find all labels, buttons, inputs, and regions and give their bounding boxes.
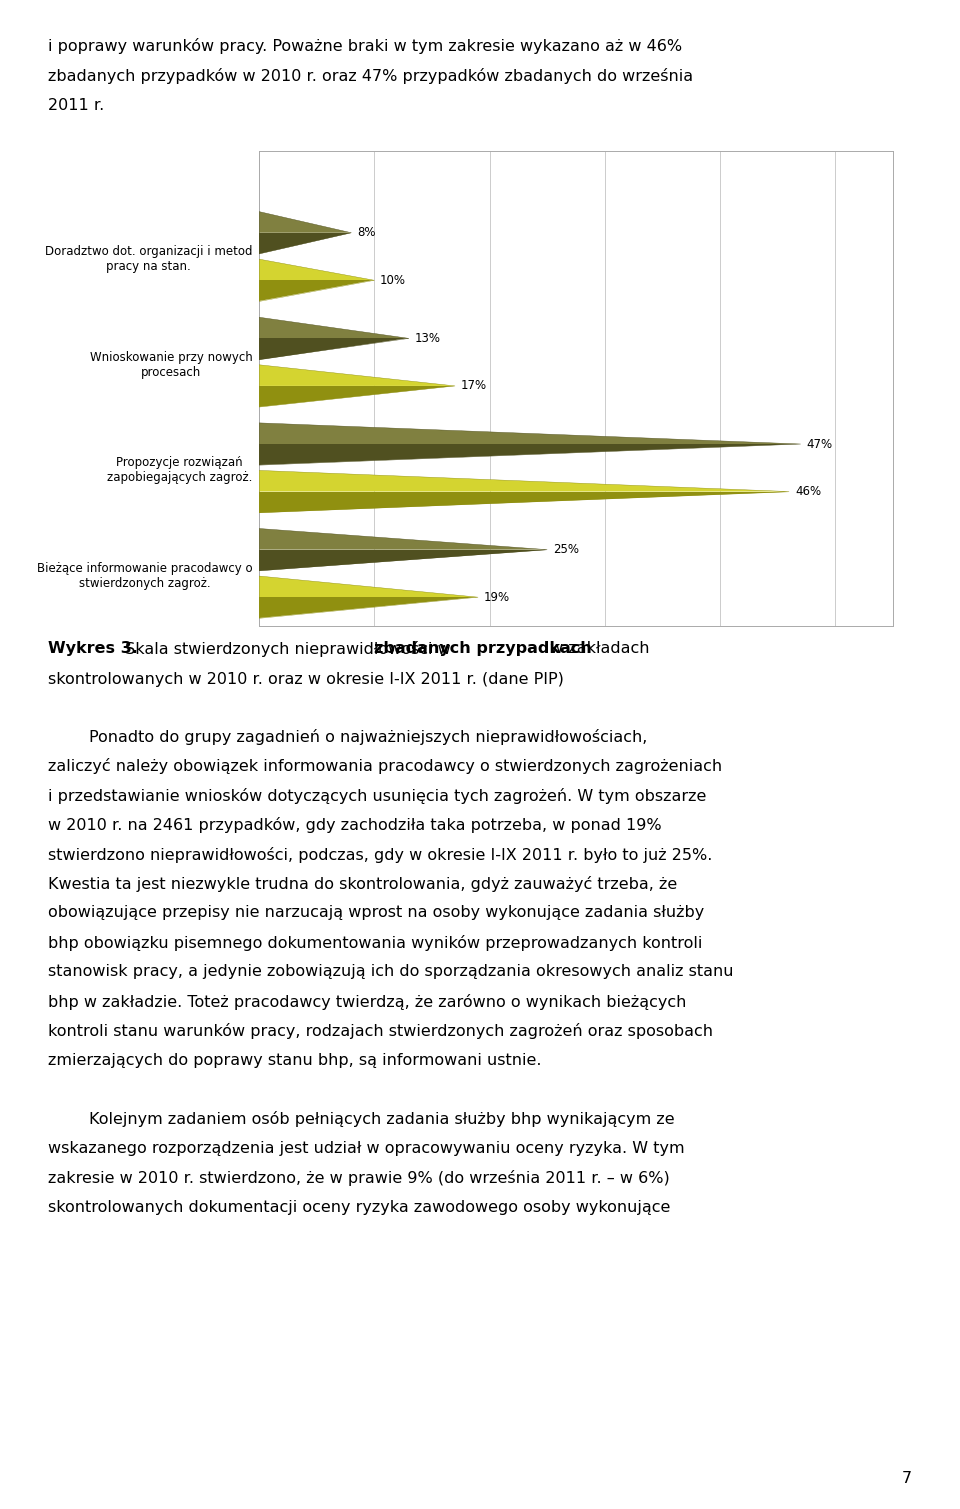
Text: 25%: 25%: [553, 543, 579, 557]
Polygon shape: [259, 492, 789, 513]
Polygon shape: [259, 386, 455, 407]
Text: i przedstawianie wniosków dotyczących usunięcia tych zagrożeń. W tym obszarze: i przedstawianie wniosków dotyczących us…: [48, 788, 707, 804]
Text: stanowisk pracy, a jedynie zobowiązują ich do sporządzania okresowych analiz sta: stanowisk pracy, a jedynie zobowiązują i…: [48, 964, 733, 979]
Text: zbadanych przypadków w 2010 r. oraz 47% przypadków zbadanych do września: zbadanych przypadków w 2010 r. oraz 47% …: [48, 68, 693, 85]
Polygon shape: [259, 444, 801, 465]
Text: zakresie w 2010 r. stwierdzono, że w prawie 9% (do września 2011 r. – w 6%): zakresie w 2010 r. stwierdzono, że w pra…: [48, 1171, 670, 1186]
Text: 46%: 46%: [795, 484, 821, 498]
Text: 47%: 47%: [806, 438, 832, 451]
Text: Wykres 3.: Wykres 3.: [48, 641, 138, 656]
Polygon shape: [259, 471, 789, 492]
Text: obowiązujące przepisy nie narzucają wprost na osoby wykonujące zadania służby: obowiązujące przepisy nie narzucają wpro…: [48, 905, 705, 920]
Text: 7: 7: [901, 1471, 912, 1486]
Polygon shape: [259, 549, 547, 570]
Text: bhp obowiązku pisemnego dokumentowania wyników przeprowadzanych kontroli: bhp obowiązku pisemnego dokumentowania w…: [48, 936, 703, 951]
Polygon shape: [259, 528, 547, 549]
Polygon shape: [259, 232, 351, 254]
Text: skontrolowanych dokumentacji oceny ryzyka zawodowego osoby wykonujące: skontrolowanych dokumentacji oceny ryzyk…: [48, 1200, 670, 1215]
Text: Ponadto do grupy zagadnień o najważniejszych nieprawidłowościach,: Ponadto do grupy zagadnień o najważniejs…: [48, 729, 647, 745]
Polygon shape: [259, 365, 455, 386]
Text: zaliczyć należy obowiązek informowania pracodawcy o stwierdzonych zagrożeniach: zaliczyć należy obowiązek informowania p…: [48, 759, 722, 774]
Text: 17%: 17%: [461, 379, 487, 392]
Polygon shape: [259, 211, 351, 232]
Text: w zakładach: w zakładach: [545, 641, 650, 656]
Text: i poprawy warunków pracy. Poważne braki w tym zakresie wykazano aż w 46%: i poprawy warunków pracy. Poważne braki …: [48, 38, 683, 54]
Text: 8%: 8%: [357, 226, 375, 240]
Polygon shape: [259, 576, 478, 598]
Polygon shape: [259, 317, 409, 338]
Polygon shape: [259, 598, 478, 619]
Text: Kolejnym zadaniem osób pełniących zadania służby bhp wynikającym ze: Kolejnym zadaniem osób pełniących zadani…: [48, 1112, 675, 1127]
Text: skontrolowanych w 2010 r. oraz w okresie I-IX 2011 r. (dane PIP): skontrolowanych w 2010 r. oraz w okresie…: [48, 672, 564, 687]
Text: Kwestia ta jest niezwykle trudna do skontrolowania, gdyż zauważyć trzeba, że: Kwestia ta jest niezwykle trudna do skon…: [48, 875, 677, 892]
Text: 13%: 13%: [415, 332, 441, 346]
Text: 2011 r.: 2011 r.: [48, 98, 105, 113]
Text: Skala stwierdzonych nieprawidłowości w: Skala stwierdzonych nieprawidłowości w: [120, 641, 456, 658]
Text: zmierzających do poprawy stanu bhp, są informowani ustnie.: zmierzających do poprawy stanu bhp, są i…: [48, 1053, 541, 1067]
Text: 10%: 10%: [380, 273, 406, 287]
Text: bhp w zakładzie. Toteż pracodawcy twierdzą, że zarówno o wynikach bieżących: bhp w zakładzie. Toteż pracodawcy twierd…: [48, 994, 686, 1010]
Polygon shape: [259, 423, 801, 444]
Polygon shape: [259, 338, 409, 359]
Text: w 2010 r. na 2461 przypadków, gdy zachodziła taka potrzeba, w ponad 19%: w 2010 r. na 2461 przypadków, gdy zachod…: [48, 818, 661, 833]
Text: wskazanego rozporządzenia jest udział w opracowywaniu oceny ryzyka. W tym: wskazanego rozporządzenia jest udział w …: [48, 1141, 684, 1156]
Polygon shape: [259, 260, 374, 281]
Text: kontroli stanu warunków pracy, rodzajach stwierdzonych zagrożeń oraz sposobach: kontroli stanu warunków pracy, rodzajach…: [48, 1023, 713, 1040]
Text: stwierdzono nieprawidłowości, podczas, gdy w okresie I-IX 2011 r. było to już 25: stwierdzono nieprawidłowości, podczas, g…: [48, 847, 712, 863]
Text: zbadanych przypadkach: zbadanych przypadkach: [374, 641, 592, 656]
Polygon shape: [259, 281, 374, 302]
Text: 19%: 19%: [484, 590, 510, 604]
